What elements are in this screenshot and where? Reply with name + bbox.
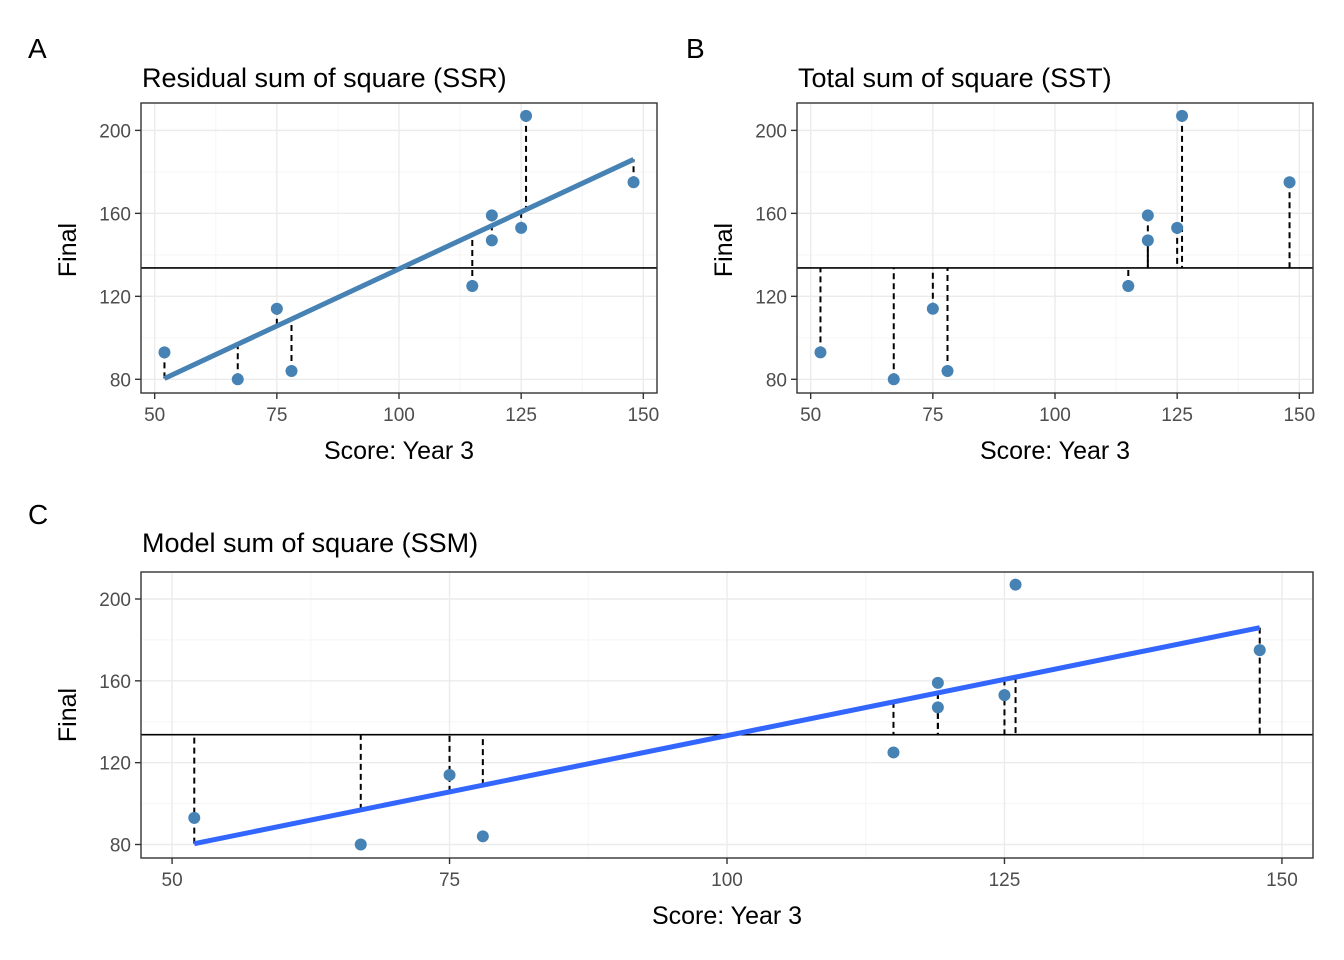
- panel-tag-b: B: [686, 33, 705, 64]
- panel-tag-c: C: [28, 499, 48, 530]
- panel-a-x-tick-label: 100: [383, 405, 415, 426]
- panel-b-x-tick-label: 100: [1039, 405, 1071, 426]
- panel-c-x-tick-label: 50: [162, 870, 183, 891]
- panel-a-data-point: [270, 302, 283, 315]
- panel-b-x-axis-label: Score: Year 3: [980, 437, 1130, 465]
- panel-c-x-tick-label: 75: [439, 870, 460, 891]
- panel-a-y-tick-label: 80: [110, 370, 131, 391]
- panel-b-y-tick-label: 80: [766, 370, 787, 391]
- panel-c-y-tick-label: 80: [110, 835, 131, 856]
- panel-c-title: Model sum of square (SSM): [142, 528, 478, 558]
- panel-b-grid: [797, 103, 1313, 393]
- panel-c-data-point: [1253, 644, 1266, 657]
- panel-b: B Total sum of square (SST) Score: Year …: [686, 33, 1315, 465]
- panel-c-y-tick-label: 200: [99, 590, 131, 611]
- panel-b-data-point: [941, 365, 954, 378]
- panel-a-fit-line: [163, 157, 635, 381]
- panel-c-data-point: [1009, 578, 1022, 591]
- panel-c-data-point: [887, 746, 900, 759]
- panel-b-data-point: [1171, 221, 1184, 234]
- panel-a-data-point: [285, 365, 298, 378]
- panel-a-data-point: [520, 109, 533, 122]
- panel-a-data-point: [158, 346, 171, 359]
- panel-b-data-point: [814, 346, 827, 359]
- panel-a-data-point: [627, 176, 640, 189]
- panel-c-data-point: [443, 768, 456, 781]
- panel-a-data-point: [485, 234, 498, 247]
- panel-b-segments: [819, 115, 1291, 380]
- panel-b-data-point: [887, 373, 900, 386]
- panel-c-fit-line: [193, 625, 1261, 847]
- panel-a-x-axis-label: Score: Year 3: [324, 437, 474, 465]
- panel-a-x-tick-label: 75: [266, 405, 287, 426]
- panel-c-data-point: [931, 676, 944, 689]
- panel-c-x-tick-label: 125: [989, 870, 1021, 891]
- panel-c-data-point: [931, 701, 944, 714]
- panel-c: C Model sum of square (SSM) Score: Year …: [28, 499, 1314, 930]
- panel-c-axes: 50 75 100 125 150 80 120 160 200: [99, 590, 1297, 891]
- panel-b-x-tick-label: 125: [1161, 405, 1193, 426]
- panel-c-data-point: [188, 811, 201, 824]
- panel-b-y-tick-label: 160: [755, 204, 787, 225]
- panel-a-axes: 50 75 100 125 150 80 120 160 200: [99, 121, 659, 426]
- panel-b-data-point: [1283, 176, 1296, 189]
- panel-c-points: [188, 578, 1266, 851]
- panel-a-data-point: [231, 373, 244, 386]
- panel-b-y-tick-label: 120: [755, 287, 787, 308]
- panel-c-y-axis-label: Final: [54, 688, 82, 742]
- panel-b-x-tick-label: 150: [1283, 405, 1315, 426]
- panel-c-data-point: [998, 689, 1011, 702]
- panel-c-x-axis-label: Score: Year 3: [652, 902, 802, 930]
- panel-a-x-tick-label: 50: [144, 405, 165, 426]
- panel-a-data-point: [515, 221, 528, 234]
- panel-tag-a: A: [28, 33, 47, 64]
- panel-a-data-point: [485, 209, 498, 222]
- panel-c-x-tick-label: 150: [1266, 870, 1298, 891]
- panel-b-data-point: [1122, 279, 1135, 292]
- panel-a-grid: [141, 103, 657, 393]
- panel-c-y-tick-label: 120: [99, 754, 131, 775]
- panel-b-x-tick-label: 75: [922, 405, 943, 426]
- panel-b-title: Total sum of square (SST): [798, 63, 1112, 93]
- panel-c-grid: [141, 572, 1313, 858]
- panel-b-data-point: [1141, 234, 1154, 247]
- panel-b-y-tick-label: 200: [755, 121, 787, 142]
- panel-a-data-point: [466, 279, 479, 292]
- panel-b-data-point: [926, 302, 939, 315]
- panel-b-points: [814, 109, 1296, 386]
- panel-c-y-tick-label: 160: [99, 672, 131, 693]
- panel-a-points: [158, 109, 640, 386]
- panel-b-axes: 50 75 100 125 150 80 120 160 200: [755, 121, 1315, 426]
- panel-c-x-tick-label: 100: [711, 870, 743, 891]
- panel-a-title: Residual sum of square (SSR): [142, 63, 507, 93]
- panel-c-segments: [193, 627, 1261, 844]
- panel-b-y-axis-label: Final: [710, 223, 738, 277]
- panel-a-y-tick-label: 120: [99, 287, 131, 308]
- panel-a: A Residual sum of square (SSR) Score: Ye…: [28, 33, 659, 465]
- panel-a-y-tick-label: 160: [99, 204, 131, 225]
- panel-b-x-tick-label: 50: [800, 405, 821, 426]
- panel-b-data-point: [1141, 209, 1154, 222]
- panel-a-y-axis-label: Final: [54, 223, 82, 277]
- panel-c-data-point: [354, 838, 367, 851]
- panel-c-data-point: [476, 830, 489, 843]
- panel-a-x-tick-label: 150: [627, 405, 659, 426]
- panel-a-x-tick-label: 125: [505, 405, 537, 426]
- panel-a-y-tick-label: 200: [99, 121, 131, 142]
- panel-b-data-point: [1176, 109, 1189, 122]
